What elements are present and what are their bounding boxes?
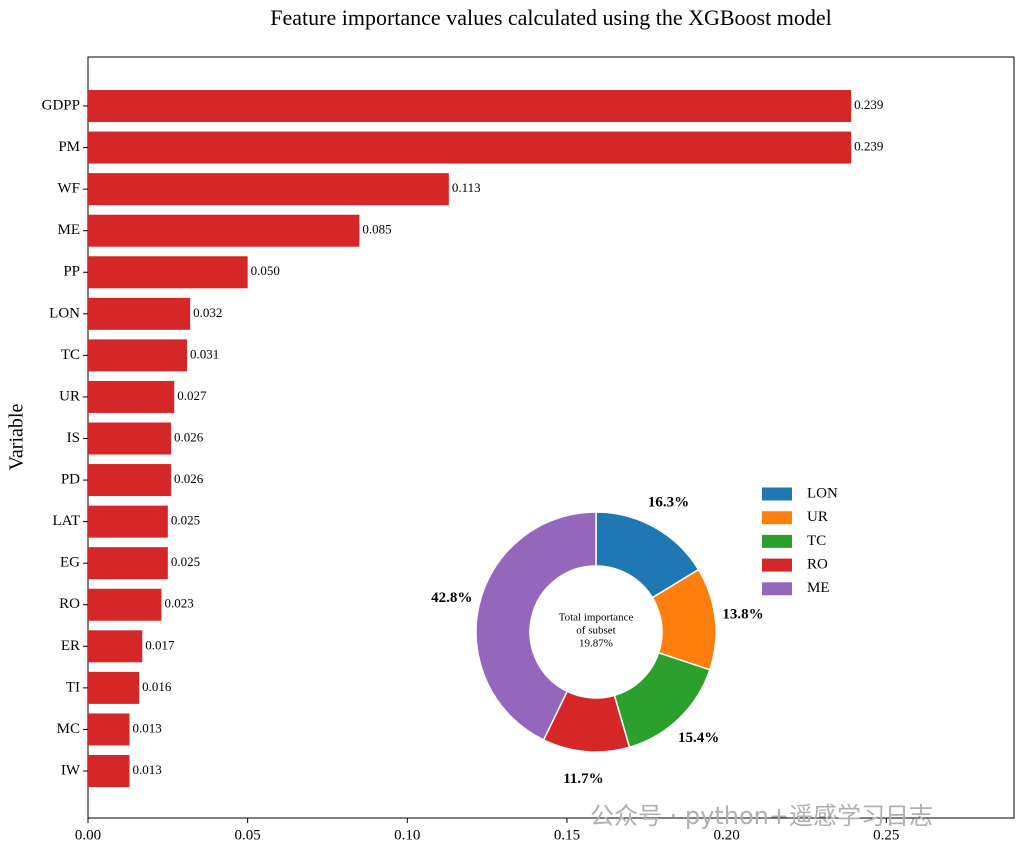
bar — [88, 297, 191, 330]
legend-label: UR — [807, 509, 828, 525]
y-tick-label: PD — [61, 472, 80, 488]
bar-value-label: 0.239 — [854, 97, 883, 112]
bar — [88, 173, 449, 206]
bar-value-label: 0.085 — [362, 222, 391, 237]
bar — [88, 214, 360, 247]
legend-swatch — [762, 487, 792, 501]
legend-label: RO — [807, 557, 828, 573]
bar-value-label: 0.031 — [190, 346, 219, 361]
legend-swatch — [762, 534, 792, 548]
bar — [88, 422, 172, 455]
legend-swatch — [762, 558, 792, 572]
y-tick-label: TC — [61, 347, 80, 363]
center-text: Total importance — [559, 612, 634, 624]
bar-value-label: 0.017 — [145, 637, 175, 652]
bar — [88, 256, 248, 289]
bar — [88, 755, 130, 787]
x-tick-label: 0.05 — [235, 827, 261, 843]
y-tick-label: ER — [61, 638, 80, 654]
wedge-label: 16.3% — [648, 494, 689, 510]
y-axis-label: Variable — [6, 404, 28, 471]
wedge-label: 13.8% — [722, 607, 763, 623]
bar-value-label: 0.023 — [164, 596, 193, 611]
bar-value-label: 0.013 — [133, 720, 162, 735]
bar-value-label: 0.113 — [452, 180, 481, 195]
bar — [88, 131, 852, 164]
bar — [88, 380, 175, 413]
bar-value-label: 0.025 — [171, 513, 200, 528]
center-text: 19.87% — [579, 638, 613, 650]
bar — [88, 671, 140, 704]
y-tick-label: WF — [58, 181, 81, 197]
bar — [88, 588, 162, 621]
bar-value-label: 0.016 — [142, 679, 172, 694]
bar-value-label: 0.013 — [133, 762, 162, 777]
x-tick-label: 0.25 — [873, 827, 899, 843]
x-tick-label: 0.15 — [554, 827, 580, 843]
bar-value-label: 0.027 — [177, 388, 207, 403]
bar-value-label: 0.050 — [251, 263, 280, 278]
donut-wedge — [475, 511, 597, 741]
y-tick-label: IS — [67, 430, 80, 446]
bar — [88, 547, 168, 580]
wedge-label: 11.7% — [563, 771, 603, 787]
bar — [88, 339, 187, 372]
x-tick-label: 0.20 — [713, 827, 739, 843]
legend-swatch — [762, 511, 792, 525]
y-tick-label: GDPP — [42, 97, 80, 113]
wedge-label: 42.8% — [431, 590, 472, 606]
legend-swatch — [762, 582, 792, 596]
chart-title: Feature importance values calculated usi… — [270, 5, 831, 30]
y-tick-label: LAT — [53, 513, 81, 529]
watermark: 公众号 · python+遥感学习日志 — [590, 802, 933, 830]
bar-value-label: 0.026 — [174, 429, 204, 444]
legend-label: LON — [807, 485, 838, 501]
legend-label: ME — [807, 580, 830, 596]
bar-value-label: 0.032 — [193, 305, 222, 320]
y-tick-label: MC — [57, 721, 80, 737]
bar — [88, 464, 172, 497]
y-tick-label: IW — [61, 762, 81, 778]
wedge-label: 15.4% — [678, 730, 719, 746]
y-tick-label: TI — [66, 679, 80, 695]
bar — [88, 90, 852, 122]
x-tick-label: 0.00 — [75, 827, 101, 843]
center-text: of subset — [576, 625, 615, 637]
bar — [88, 713, 130, 746]
y-tick-label: EG — [60, 555, 80, 571]
y-tick-label: UR — [59, 388, 80, 404]
bar-value-label: 0.239 — [854, 139, 883, 154]
bar — [88, 630, 143, 663]
bar-value-label: 0.025 — [171, 554, 200, 569]
y-tick-label: PP — [63, 264, 80, 280]
y-tick-label: ME — [58, 222, 81, 238]
x-tick-label: 0.10 — [394, 827, 420, 843]
bar — [88, 505, 168, 538]
y-tick-label: LON — [49, 305, 80, 321]
y-tick-label: PM — [58, 139, 80, 155]
legend-label: TC — [807, 533, 826, 549]
bar-value-label: 0.026 — [174, 471, 204, 486]
y-tick-label: RO — [59, 596, 80, 612]
